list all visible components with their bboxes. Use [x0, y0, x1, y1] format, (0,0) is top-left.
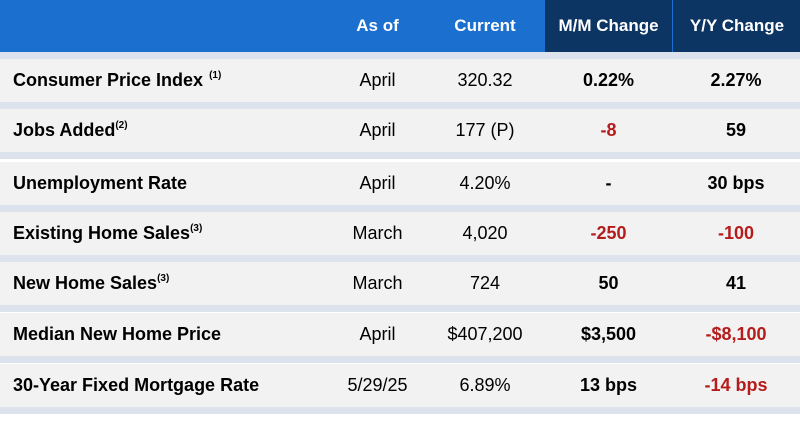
header-current: Current: [454, 16, 516, 35]
indicator-name: 30-Year Fixed Mortgage Rate: [13, 375, 260, 395]
table-row: 30-Year Fixed Mortgage Rate 5/29/25 6.89% 1…: [0, 364, 800, 407]
current-value-cell: 177 (P): [455, 120, 515, 140]
mm-change-cell: 50: [598, 273, 619, 293]
mm-change-cell: 13 bps: [579, 375, 638, 395]
indicator-name: New Home Sales: [13, 273, 158, 293]
yy-change-cell: -$8,100: [705, 324, 767, 344]
as-of-cell: March: [352, 223, 403, 243]
yy-change-cell: 59: [725, 120, 747, 140]
row-separator: [0, 255, 800, 262]
as-of-cell: April: [359, 324, 396, 344]
table-row: Median New Home Price April $407,200 $3,500…: [0, 313, 800, 356]
yy-change-cell: 30 bps: [707, 173, 765, 193]
yy-change-cell: -14 bps: [704, 375, 768, 395]
yy-change-cell: -100: [717, 223, 755, 243]
footnote-marker: (1): [209, 70, 222, 81]
table-row: Jobs Added (2) April 177 (P) -8 59: [0, 109, 800, 152]
footnote-marker: (3): [157, 273, 170, 284]
mm-change-cell: 0.22%: [582, 70, 635, 90]
mm-change-cell: -: [605, 173, 612, 193]
row-separator: [0, 356, 800, 363]
current-value-cell: 724: [469, 273, 501, 293]
current-value-cell: $407,200: [447, 324, 523, 344]
as-of-cell: April: [359, 120, 396, 140]
indicator-name: Consumer Price Index: [13, 70, 204, 90]
row-separator: [0, 52, 800, 59]
indicator-label: Jobs Added (2): [13, 109, 333, 152]
current-value-cell: 6.89%: [459, 375, 511, 395]
header-yy-change: Y/Y Change: [672, 0, 800, 52]
row-separator: [0, 152, 800, 159]
table-row: New Home Sales (3) March 724 50 41: [0, 262, 800, 305]
indicator-label: Consumer Price Index (1): [13, 59, 333, 102]
footnote-marker: (2): [115, 120, 128, 131]
indicator-label: Median New Home Price: [13, 313, 333, 356]
mm-change-cell: -250: [590, 223, 627, 243]
header-mm-change: M/M Change: [545, 0, 672, 52]
row-separator: [0, 102, 800, 109]
indicator-label: 30-Year Fixed Mortgage Rate: [13, 364, 333, 407]
table-row: Unemployment Rate April 4.20% - 30 bps: [0, 162, 800, 205]
as-of-cell: March: [352, 273, 403, 293]
table-row: Consumer Price Index (1) April 320.32 0.22% 2…: [0, 59, 800, 102]
indicator-name: Jobs Added: [13, 120, 116, 140]
table-row: Existing Home Sales (3) March 4,020 -250 -100: [0, 212, 800, 255]
as-of-cell: April: [359, 173, 396, 193]
row-separator: [0, 205, 800, 212]
indicator-name: Median New Home Price: [13, 324, 222, 344]
mm-change-cell: -8: [600, 120, 617, 140]
current-value-cell: 4,020: [462, 223, 508, 243]
indicator-label: Unemployment Rate: [13, 162, 333, 205]
row-separator: [0, 305, 800, 312]
yy-change-cell: 41: [725, 273, 747, 293]
footnote-marker: (3): [190, 223, 203, 234]
indicator-label: Existing Home Sales (3): [13, 212, 333, 255]
indicator-label: New Home Sales (3): [13, 262, 333, 305]
as-of-cell: April: [359, 70, 396, 90]
header-as-of: As of: [356, 16, 399, 35]
indicator-name: Existing Home Sales: [13, 223, 191, 243]
table-header: As of Current M/M Change Y/Y Change: [0, 0, 800, 52]
mm-change-cell: $3,500: [580, 324, 637, 344]
as-of-cell: 5/29/25: [347, 375, 408, 395]
row-separator: [0, 407, 800, 414]
current-value-cell: 320.32: [457, 70, 513, 90]
yy-change-cell: 2.27%: [710, 70, 762, 90]
indicator-name: Unemployment Rate: [13, 173, 188, 193]
current-value-cell: 4.20%: [459, 173, 511, 193]
